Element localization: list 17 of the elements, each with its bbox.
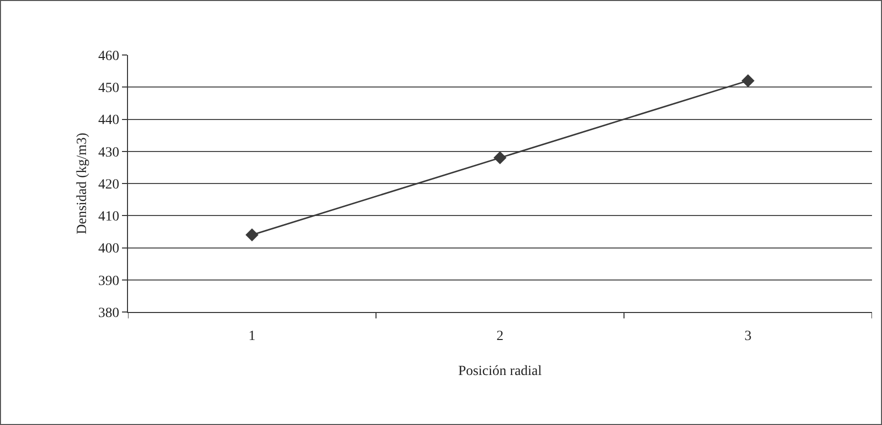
y-tick-label: 440 — [98, 113, 120, 128]
y-tick-label: 380 — [98, 306, 120, 321]
y-tick-label: 400 — [98, 242, 120, 257]
point — [494, 151, 506, 164]
y-tick-label: 410 — [98, 210, 120, 225]
x-tick-label: 2 — [496, 328, 504, 344]
y-tick-label: 420 — [98, 177, 120, 192]
y-tick-label: 460 — [98, 48, 120, 64]
x-axis-title: Posición radial — [458, 364, 542, 380]
point — [246, 228, 258, 242]
x-tick-label: 3 — [744, 328, 752, 344]
y-tick-label: 450 — [98, 81, 120, 96]
x-tick-label: 1 — [248, 328, 256, 344]
y-axis-title: Densidad (kg/m3) — [74, 132, 90, 234]
y-tick-label: 430 — [98, 145, 120, 160]
y-tick-label: 390 — [98, 274, 120, 289]
point — [742, 74, 754, 88]
